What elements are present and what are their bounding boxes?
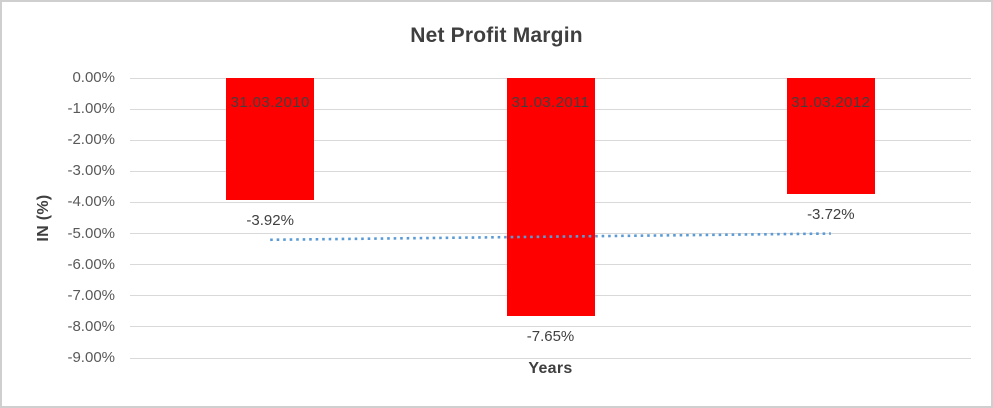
bar[interactable]: 31.03.2011 (506, 78, 595, 316)
category-label: 31.03.2011 (511, 94, 590, 111)
bar[interactable]: 31.03.2012 (786, 78, 875, 194)
trendline-segment (270, 232, 831, 242)
y-axis-tick-label: -4.00% (67, 193, 115, 211)
y-axis-tick-label: -9.00% (67, 349, 115, 366)
value-label: -3.92% (246, 211, 294, 229)
category-label: 31.03.2010 (230, 94, 310, 111)
gridline (130, 326, 971, 328)
y-axis-tick-label: 0.00% (72, 69, 115, 86)
category-label: 31.03.2012 (791, 94, 871, 111)
y-axis-tick-label: -2.00% (67, 131, 115, 149)
y-axis-tick-label: -1.00% (67, 100, 115, 118)
value-label: -3.72% (807, 205, 855, 223)
bar[interactable]: 31.03.2010 (226, 78, 315, 200)
value-label: -7.65% (526, 328, 575, 345)
x-axis-title: Years (528, 360, 573, 377)
trendline[interactable] (130, 78, 971, 358)
y-axis-tick-label: -5.00% (67, 224, 115, 242)
gridline (130, 357, 971, 359)
y-axis-tick-label: -7.00% (67, 286, 115, 304)
y-axis-tick-label: -3.00% (67, 162, 115, 180)
y-axis-tick-label: -6.00% (67, 255, 115, 273)
y-axis-tick-label: -8.00% (67, 317, 115, 335)
chart-title: Net Profit Margin (410, 24, 583, 47)
plot-area: 31.03.2010 -3.92% 31.03.2011 -7.65% 31.03.20… (130, 77, 971, 359)
